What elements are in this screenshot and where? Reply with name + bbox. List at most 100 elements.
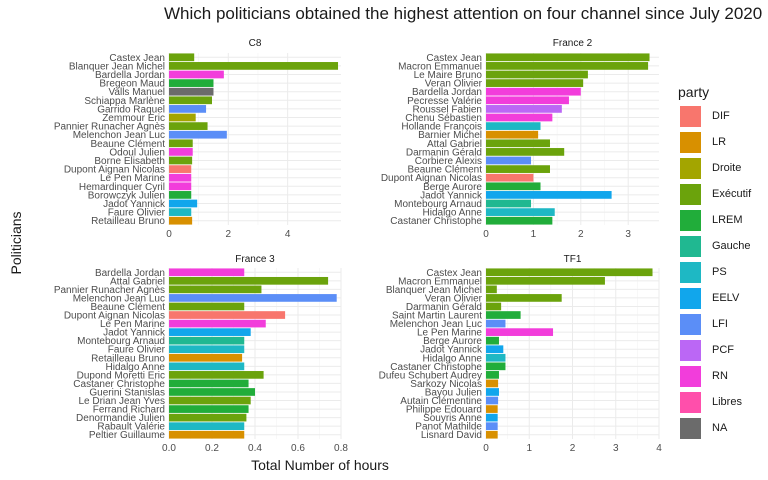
y-tick-label: Hidalgo Anne	[106, 362, 166, 373]
legend-key-executif	[680, 184, 701, 205]
y-tick-label: Veran Olivier	[425, 293, 483, 304]
bar-france-2-castaner-christophe	[486, 216, 553, 225]
bar-c8-beaune-clement	[169, 139, 193, 148]
legend-label-ps: PS	[712, 266, 727, 278]
legend-label-executif: Exécutif	[712, 188, 752, 200]
y-tick-label: Peltier Guillaume	[89, 430, 166, 441]
x-tick-label: 1	[526, 443, 532, 454]
x-axis-label: Total Number of hours	[251, 457, 389, 473]
facet-title-france-2: France 2	[553, 38, 593, 49]
x-tick-label: 4	[656, 443, 662, 454]
bar-tf1-hidalgo-anne	[486, 353, 506, 362]
y-axis-label: Politicians	[8, 211, 24, 275]
legend-key-pcf	[680, 340, 701, 361]
bar-france-3-guerini-stanislas	[169, 388, 255, 396]
bar-france-3-peltier-guillaume	[169, 430, 245, 439]
y-tick-label: Dupont Aignan Nicolas	[64, 165, 165, 176]
bar-france-3-bardella-jordan	[169, 268, 245, 277]
y-tick-label: Macron Emmanuel	[398, 276, 482, 287]
y-tick-label: Sarkozy Nicolas	[410, 379, 482, 390]
bar-tf1-castex-jean	[486, 268, 653, 277]
bar-c8-retailleau-bruno	[169, 216, 193, 225]
y-tick-label: Blanquer Jean Michel	[386, 285, 482, 296]
x-tick-label: 2	[578, 229, 584, 240]
y-tick-label: Castex Jean	[109, 53, 165, 64]
x-tick-label: 0.6	[291, 443, 305, 454]
y-tick-label: Zemmour Eric	[102, 113, 165, 124]
bar-tf1-lisnard-david	[486, 430, 498, 439]
legend-key-lrem	[680, 210, 701, 231]
bar-c8-zemmour-eric	[169, 113, 196, 122]
bar-france-3-dupont-aignan-nicolas	[169, 311, 286, 319]
y-tick-label: Le Pen Marine	[100, 319, 165, 330]
legend-label-rn: RN	[712, 370, 728, 382]
y-tick-label: Borowczyk Julien	[88, 190, 165, 201]
x-tick-label: 0.2	[205, 443, 219, 454]
bar-tf1-berge-aurore	[486, 336, 499, 345]
y-tick-label: Berge Aurore	[423, 336, 482, 347]
y-tick-label: Panot Mathilde	[415, 422, 482, 433]
bar-tf1-souyris-anne	[486, 413, 498, 422]
bar-france-2-bardella-jordan	[486, 87, 581, 96]
y-tick-label: Dupond Moretti Eric	[77, 370, 165, 381]
bar-tf1-sarkozy-nicolas	[486, 379, 499, 388]
bar-c8-le-pen-marine	[169, 173, 192, 182]
y-tick-label: Pannier Runacher Agnès	[54, 285, 165, 296]
y-tick-label: Beaune Clément	[91, 139, 166, 150]
y-tick-label: Saint Martin Laurent	[392, 311, 482, 322]
y-tick-label: Souyris Anne	[423, 413, 482, 424]
bar-france-3-ferrand-richard	[169, 405, 249, 413]
y-tick-label: Denormandie Julien	[76, 413, 165, 424]
bar-france-2-beaune-clement	[486, 165, 550, 173]
bar-tf1-saint-martin-laurent	[486, 311, 521, 319]
y-tick-label: Macron Emmanuel	[398, 61, 482, 72]
legend-label-pcf: PCF	[712, 344, 734, 356]
bar-france-3-denormandie-julien	[169, 413, 247, 422]
bar-c8-garrido-raquel	[169, 105, 207, 113]
bar-france-2-castex-jean	[486, 53, 650, 62]
bar-france-2-corbiere-alexis	[486, 156, 532, 165]
legend-label-gauche: Gauche	[712, 240, 751, 252]
y-tick-label: Bardella Jordan	[95, 268, 165, 279]
y-tick-label: Hidalgo Anne	[423, 208, 483, 219]
bar-france-2-darmanin-gerald	[486, 148, 565, 156]
facet-title-tf1: TF1	[564, 254, 582, 265]
y-tick-label: Le Maire Bruno	[414, 70, 483, 81]
y-tick-label: Chenu Sébastien	[405, 113, 482, 124]
y-tick-label: Castaner Christophe	[390, 362, 482, 373]
y-tick-label: Faure Olivier	[108, 345, 166, 356]
bar-france-3-pannier-runacher-agnes	[169, 285, 262, 294]
legend-key-lr	[680, 132, 701, 153]
bar-france-2-berge-aurore	[486, 182, 541, 191]
y-tick-label: Melenchon Jean Luc	[73, 293, 165, 304]
x-tick-label: 3	[625, 229, 631, 240]
bar-france-3-le-drian-jean-yves	[169, 396, 251, 405]
bar-tf1-macron-emmanuel	[486, 276, 605, 285]
y-tick-label: Roussel Fabien	[413, 104, 482, 115]
y-tick-label: Castaner Christophe	[390, 216, 482, 227]
bar-c8-jadot-yannick	[169, 199, 198, 208]
bar-france-2-roussel-fabien	[486, 105, 562, 113]
y-tick-label: Le Pen Marine	[100, 173, 165, 184]
bar-france-3-hidalgo-anne	[169, 362, 245, 371]
legend-label-dif: DIF	[712, 110, 730, 122]
y-tick-label: Castex Jean	[426, 53, 482, 64]
bar-france-2-hidalgo-anne	[486, 208, 555, 216]
bar-france-2-dupont-aignan-nicolas	[486, 173, 534, 182]
y-tick-label: Darmanin Gérald	[406, 302, 482, 313]
y-tick-label: Valls Manuel	[108, 87, 165, 98]
x-tick-label: 1	[531, 229, 537, 240]
x-tick-label: 0	[483, 229, 489, 240]
y-tick-label: Pannier Runacher Agnès	[54, 122, 165, 133]
legend-key-dif	[680, 106, 701, 127]
y-tick-label: Bregeon Maud	[99, 79, 165, 90]
y-tick-label: Corbiere Alexis	[415, 156, 482, 167]
bar-c8-schiappa-marlene	[169, 96, 212, 105]
legend-label-na: NA	[712, 422, 728, 434]
bar-tf1-veran-olivier	[486, 294, 562, 302]
y-tick-label: Retailleau Bruno	[91, 216, 165, 227]
y-tick-label: Melenchon Jean Luc	[390, 319, 482, 330]
y-tick-label: Melenchon Jean Luc	[73, 130, 165, 141]
y-tick-label: Castex Jean	[426, 268, 482, 279]
y-tick-label: Veran Olivier	[425, 79, 483, 90]
